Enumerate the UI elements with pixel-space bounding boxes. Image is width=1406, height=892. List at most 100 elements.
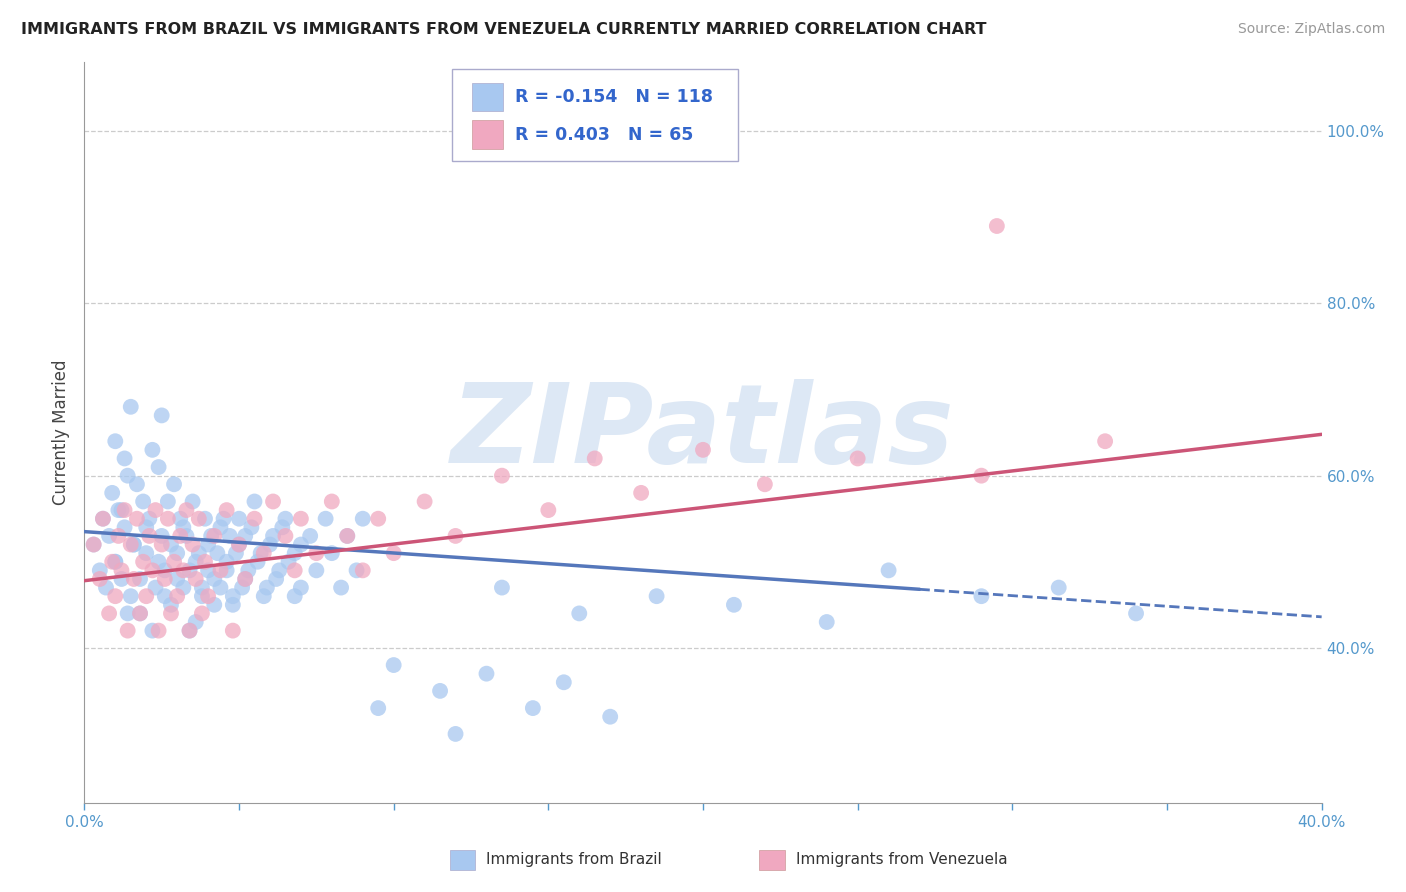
Point — [89, 563, 111, 577]
Point — [91, 512, 114, 526]
Point — [181, 494, 204, 508]
Point — [187, 512, 209, 526]
Point — [382, 546, 405, 560]
Point — [114, 451, 136, 466]
Point — [179, 624, 201, 638]
Point — [274, 529, 297, 543]
Point — [1047, 581, 1070, 595]
Point — [150, 537, 173, 551]
Point — [246, 555, 269, 569]
Point — [191, 581, 214, 595]
Point — [194, 512, 217, 526]
Point — [215, 503, 238, 517]
Point — [98, 529, 121, 543]
Point — [253, 589, 276, 603]
Point — [141, 563, 163, 577]
Point — [233, 572, 256, 586]
Point — [815, 615, 838, 629]
Point — [122, 537, 145, 551]
Point — [194, 555, 217, 569]
Point — [330, 581, 353, 595]
Point — [132, 555, 155, 569]
Point — [156, 512, 179, 526]
FancyBboxPatch shape — [451, 69, 738, 161]
Point — [153, 572, 176, 586]
Point — [197, 537, 219, 551]
Point — [284, 546, 307, 560]
Point — [172, 581, 194, 595]
Point — [274, 512, 297, 526]
Point — [249, 546, 271, 560]
Point — [986, 219, 1008, 233]
Point — [262, 529, 284, 543]
Point — [346, 563, 368, 577]
Point — [243, 512, 266, 526]
Point — [83, 537, 105, 551]
Point — [209, 520, 232, 534]
Point — [110, 563, 132, 577]
Point — [290, 537, 312, 551]
Point — [846, 451, 869, 466]
Point — [413, 494, 436, 508]
Point — [429, 684, 451, 698]
Point — [104, 555, 127, 569]
Point — [207, 546, 229, 560]
Point — [163, 555, 186, 569]
Point — [723, 598, 745, 612]
Point — [153, 563, 176, 577]
Point — [179, 624, 201, 638]
Point — [228, 512, 250, 526]
Point — [160, 598, 183, 612]
Point — [877, 563, 900, 577]
Point — [336, 529, 359, 543]
Point — [166, 589, 188, 603]
Text: Immigrants from Venezuela: Immigrants from Venezuela — [796, 853, 1008, 867]
Y-axis label: Currently Married: Currently Married — [52, 359, 70, 506]
Point — [179, 563, 201, 577]
Point — [148, 460, 170, 475]
Point — [150, 529, 173, 543]
Point — [321, 546, 343, 560]
Point — [336, 529, 359, 543]
Point — [153, 589, 176, 603]
Point — [110, 503, 132, 517]
Point — [141, 624, 163, 638]
Text: Source: ZipAtlas.com: Source: ZipAtlas.com — [1237, 22, 1385, 37]
FancyBboxPatch shape — [471, 120, 502, 149]
Point — [209, 563, 232, 577]
Point — [233, 572, 256, 586]
Point — [367, 512, 389, 526]
Point — [202, 529, 225, 543]
Point — [117, 624, 139, 638]
Point — [101, 555, 124, 569]
Point — [583, 451, 606, 466]
Point — [135, 520, 157, 534]
Point — [176, 529, 198, 543]
Point — [176, 503, 198, 517]
Text: R = 0.403   N = 65: R = 0.403 N = 65 — [515, 126, 693, 144]
Point — [166, 546, 188, 560]
Point — [238, 563, 260, 577]
Point — [166, 572, 188, 586]
Point — [264, 572, 287, 586]
Point — [630, 486, 652, 500]
Point — [269, 563, 291, 577]
Point — [299, 529, 322, 543]
Point — [138, 529, 160, 543]
Point — [222, 598, 245, 612]
Point — [122, 572, 145, 586]
Point — [222, 589, 245, 603]
Point — [145, 581, 167, 595]
Point — [228, 537, 250, 551]
Point — [290, 512, 312, 526]
Point — [215, 563, 238, 577]
Point — [202, 572, 225, 586]
Point — [184, 572, 207, 586]
Point — [284, 563, 307, 577]
Point — [104, 555, 127, 569]
Point — [169, 512, 191, 526]
Point — [599, 709, 621, 723]
Point — [215, 555, 238, 569]
Point — [352, 512, 374, 526]
Point — [172, 563, 194, 577]
